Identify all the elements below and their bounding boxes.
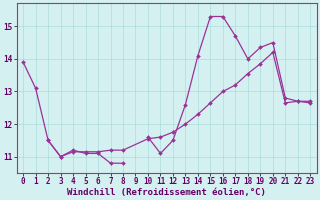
X-axis label: Windchill (Refroidissement éolien,°C): Windchill (Refroidissement éolien,°C) <box>67 188 266 197</box>
